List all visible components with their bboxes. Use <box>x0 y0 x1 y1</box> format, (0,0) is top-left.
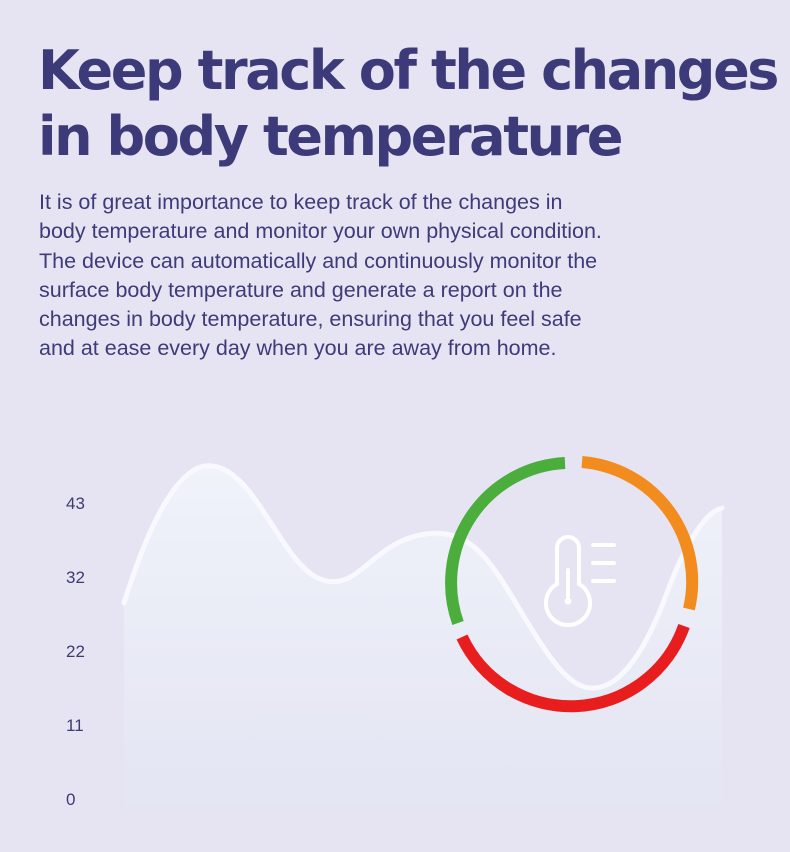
y-axis-tick-label: 43 <box>66 494 85 513</box>
description-line: The device can automatically and continu… <box>39 248 598 273</box>
gauge-arc-red <box>456 624 690 713</box>
description-line: changes in body temperature, ensuring th… <box>39 307 582 332</box>
gauge-arc-green <box>445 457 566 626</box>
y-axis-tick-label: 11 <box>66 716 84 735</box>
gauge-arc-orange <box>581 456 699 611</box>
page-title: Keep track of the changes in body temper… <box>38 38 779 170</box>
temperature-wave-line <box>121 463 725 691</box>
temperature-gauge <box>445 456 699 713</box>
page-title-line-1: Keep track of the changes <box>38 39 779 102</box>
description-line: surface body temperature and generate a … <box>39 277 563 302</box>
description-line: It is of great importance to keep track … <box>39 190 563 214</box>
y-axis-tick-label: 22 <box>66 642 85 661</box>
thermometer-icon <box>544 535 616 628</box>
description-paragraph: It is of great importance to keep track … <box>39 188 769 364</box>
page-title-line-2: in body temperature <box>38 105 624 168</box>
y-axis-tick-label: 0 <box>66 790 76 809</box>
temperature-wave-area <box>124 465 722 812</box>
y-axis-tick-label: 32 <box>66 568 85 587</box>
description-line: and at ease every day when you are away … <box>39 336 557 361</box>
description-line: body temperature and monitor your own ph… <box>39 219 602 244</box>
